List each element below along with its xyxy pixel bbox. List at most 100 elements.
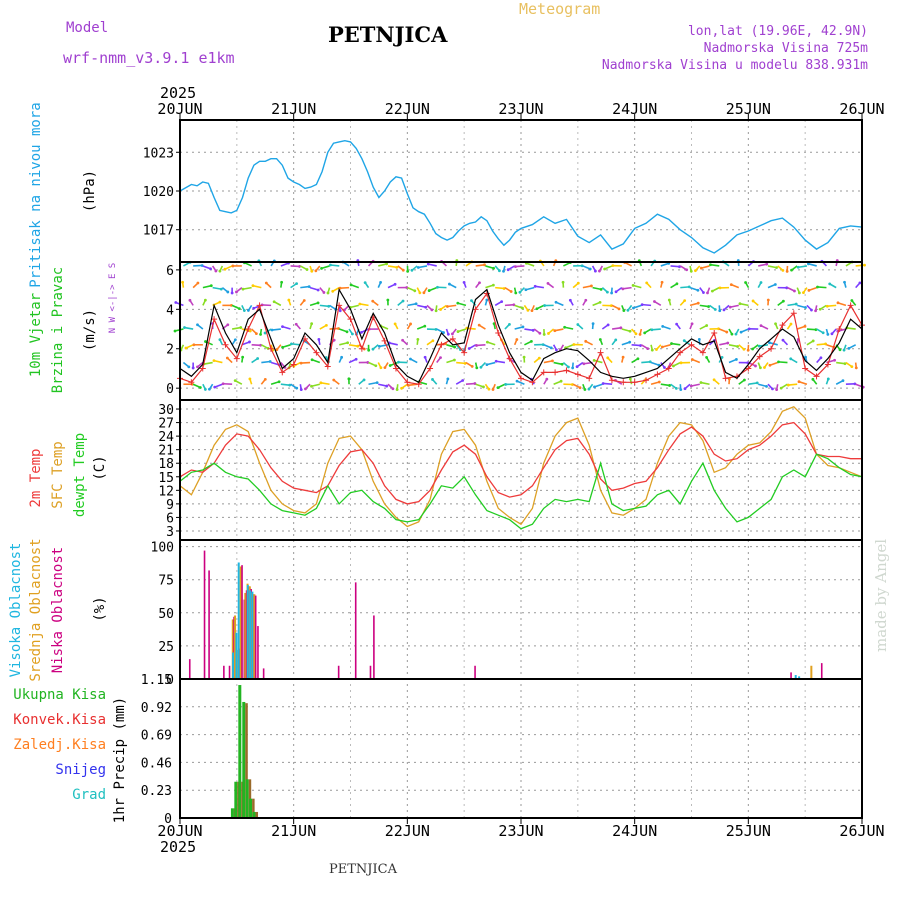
wind-arrow-head — [646, 347, 650, 351]
wind-arrow-head — [683, 387, 687, 391]
wind-arrow-head — [682, 339, 686, 343]
gust-marker — [449, 335, 456, 342]
wind-arrow-head — [690, 358, 694, 361]
wind-arrow-head — [705, 356, 708, 359]
wind-arrow-head — [218, 300, 222, 304]
wind-arrow-head — [385, 384, 389, 388]
wind-unit-label: (m/s) — [82, 309, 98, 351]
cloud-mid-bar — [231, 619, 234, 679]
wind-arrow — [368, 381, 378, 386]
wind-arrow — [476, 344, 486, 347]
y-tick-label: 0.69 — [141, 729, 172, 744]
dew-axis-label: dewpt Temp — [72, 433, 88, 517]
wind-arrow-head — [187, 365, 191, 369]
wind-arrow-head — [645, 281, 649, 285]
wind-arrow-head — [631, 284, 635, 287]
wind-arrow-head — [728, 305, 732, 309]
gust-marker — [199, 365, 206, 372]
wind-arrow-head — [401, 338, 404, 342]
wind-arrow-head — [512, 303, 516, 307]
wind-arrow-head — [367, 348, 371, 352]
wind-arrow-head — [545, 377, 549, 381]
wind-arrow-head — [678, 265, 681, 269]
wind-arrow-head — [235, 290, 238, 294]
wind-arrow-head — [736, 345, 739, 348]
wind-arrow-head — [734, 358, 738, 361]
wind-arrow — [650, 381, 660, 386]
wind-arrow-head — [413, 289, 417, 293]
wind-arrow-head — [307, 285, 311, 288]
wind-arrow-head — [418, 291, 422, 295]
cloud-low-bar — [369, 665, 372, 679]
wind-arrow-head — [241, 355, 245, 359]
wind-arrow-head — [863, 263, 866, 267]
wind-axis-label-2: Brzina i Pravac — [50, 267, 66, 393]
gust-marker — [267, 345, 274, 352]
y-tick-label: 4 — [166, 303, 174, 318]
wind-arrow-head — [847, 346, 851, 350]
wind-arrow-head — [576, 323, 580, 326]
wind-arrow-head — [785, 269, 789, 273]
wind-arrow-head — [479, 365, 483, 369]
precip-total-bar — [252, 811, 256, 818]
wind-arrow-head — [500, 300, 504, 304]
wind-arrow-head — [660, 345, 664, 349]
wind-arrow-head — [218, 269, 222, 273]
wind-arrow-head — [689, 384, 693, 388]
wind-arrow-head — [487, 387, 491, 391]
cloud-unit-label: (%) — [92, 596, 108, 621]
wind-arrow-head — [451, 332, 454, 336]
wind-arrow-head — [722, 308, 726, 312]
wind-arrow-head — [606, 323, 610, 327]
wind-arrow-head — [498, 269, 501, 273]
wind-arrow-head — [281, 325, 284, 329]
cloud-high-bar — [235, 632, 238, 679]
wind-arrow-head — [446, 332, 450, 336]
wind-arrow-head — [734, 332, 738, 336]
wind-arrow-head — [672, 364, 675, 368]
wind-arrow-head — [270, 328, 274, 332]
wind-arrow-head — [362, 378, 366, 382]
gust-marker — [836, 326, 843, 333]
wind-arrow-head — [485, 363, 489, 367]
wind-arrow — [417, 304, 426, 308]
gust-marker — [495, 329, 502, 336]
wind-arrow — [457, 302, 467, 307]
wind-arrow — [485, 265, 494, 269]
wind-arrow-head — [332, 378, 336, 382]
wind-arrow-head — [826, 332, 830, 336]
wind-arrow-head — [463, 361, 467, 365]
wind-arrow-head — [223, 267, 227, 271]
wind-arrow-head — [409, 357, 412, 361]
panel-frame-precipitation — [179, 678, 863, 819]
wind-arrow-head — [395, 388, 399, 392]
wind-arrow — [378, 263, 387, 267]
wind-arrow — [767, 265, 777, 269]
wind-arrow-head — [504, 383, 508, 386]
wind-arrow-head — [502, 287, 506, 290]
data-layer — [173, 139, 866, 818]
wind-arrow-head — [310, 269, 314, 273]
wind-arrow — [242, 286, 252, 290]
wind-arrow-head — [375, 381, 379, 385]
wind-arrow-head — [598, 300, 602, 304]
wind-arrow — [748, 382, 758, 386]
wind-arrow-head — [841, 379, 845, 383]
credit-label: made by Angel — [872, 538, 890, 652]
wind-arrow-head — [591, 322, 595, 326]
gust-marker — [563, 367, 570, 374]
wind-arrow — [739, 302, 749, 307]
wind-arrow-head — [667, 298, 671, 302]
wind-arrow — [798, 265, 808, 269]
cloud-mid-bar — [244, 592, 247, 679]
wind-arrow — [407, 303, 417, 307]
wind-arrow-head — [324, 323, 328, 327]
wind-arrow — [758, 383, 767, 388]
wind-arrow-head — [771, 387, 774, 391]
wind-arrow — [535, 285, 545, 289]
wind-arrow-head — [219, 287, 223, 291]
gust-marker — [222, 341, 229, 348]
gust-marker — [847, 302, 854, 309]
wind-arrow-head — [774, 322, 777, 326]
